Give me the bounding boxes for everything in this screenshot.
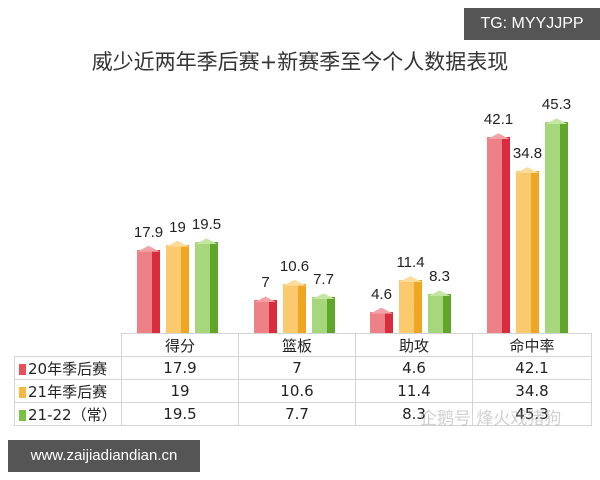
value-label: 11.4 bbox=[396, 253, 425, 271]
header-cell: 篮板 bbox=[238, 333, 356, 357]
value-label: 34.8 bbox=[512, 145, 543, 163]
table-header-row: 得分 篮板 助攻 命中率 bbox=[14, 333, 592, 357]
bar bbox=[370, 307, 393, 333]
bar bbox=[166, 240, 189, 333]
legend-swatch-red bbox=[19, 363, 26, 375]
header-cell: 命中率 bbox=[472, 333, 592, 357]
bar bbox=[516, 167, 539, 333]
table-cell: 34.8 bbox=[472, 379, 592, 403]
table-cell: 11.4 bbox=[355, 379, 473, 403]
value-label: 45.3 bbox=[541, 96, 572, 114]
value-label: 42.1 bbox=[483, 111, 514, 129]
row-label: 21年季后赛 bbox=[14, 379, 122, 403]
value-label: 8.3 bbox=[429, 268, 450, 286]
table-row: 21年季后赛 19 10.6 11.4 34.8 bbox=[14, 379, 592, 403]
legend-swatch-green bbox=[19, 409, 26, 421]
bar bbox=[428, 290, 451, 333]
table-cell: 10.6 bbox=[238, 379, 356, 403]
bar bbox=[137, 245, 160, 333]
value-label: 7 bbox=[261, 274, 270, 292]
table-cell: 45.3 bbox=[472, 402, 592, 426]
value-label: 19.5 bbox=[191, 216, 222, 234]
table-cell: 19.5 bbox=[121, 402, 239, 426]
table-cell: 17.9 bbox=[121, 356, 239, 380]
bar bbox=[399, 275, 422, 333]
bar bbox=[195, 238, 218, 333]
table-cell: 19 bbox=[121, 379, 239, 403]
header-cell: 助攻 bbox=[355, 333, 473, 357]
table-row: 21-22（常） 19.5 7.7 8.3 45.3 bbox=[14, 402, 592, 426]
chart-title: 威少近两年季后赛+新赛季至今个人数据表现 bbox=[91, 50, 509, 74]
table-row: 20年季后赛 17.9 7 4.6 42.1 bbox=[14, 356, 592, 380]
value-label: 19 bbox=[169, 218, 186, 236]
data-table: 得分 篮板 助攻 命中率 20年季后赛 17.9 7 4.6 42.1 21年季… bbox=[14, 333, 592, 426]
table-cell: 42.1 bbox=[472, 356, 592, 380]
table-cell: 7.7 bbox=[238, 402, 356, 426]
value-label: 10.6 bbox=[279, 257, 310, 275]
bar bbox=[487, 133, 510, 333]
table-cell: 4.6 bbox=[355, 356, 473, 380]
value-label: 17.9 bbox=[133, 223, 164, 241]
bar bbox=[283, 279, 306, 333]
bar bbox=[254, 296, 277, 333]
table-cell: 8.3 bbox=[355, 402, 473, 426]
tg-badge: TG: MYYJJPP bbox=[464, 8, 600, 40]
site-footer-badge: www.zaijiadiandian.cn bbox=[8, 440, 200, 472]
bar-chart: 17.9 7 4.6 42.1 19 10.6 11.4 34.8 19.5 7.7 8.3 45.3 bbox=[133, 96, 572, 333]
bar bbox=[545, 118, 568, 333]
bar bbox=[312, 293, 335, 333]
legend-swatch-yellow bbox=[19, 386, 26, 398]
row-label: 20年季后赛 bbox=[14, 356, 122, 380]
value-label: 4.6 bbox=[371, 285, 392, 303]
watermark: 企鹅号 烽火戏猪狗 bbox=[420, 409, 562, 429]
header-cell: 得分 bbox=[121, 333, 239, 357]
value-label: 7.7 bbox=[313, 271, 334, 289]
table-corner bbox=[14, 333, 122, 357]
row-label: 21-22（常） bbox=[14, 402, 122, 426]
table-cell: 7 bbox=[238, 356, 356, 380]
